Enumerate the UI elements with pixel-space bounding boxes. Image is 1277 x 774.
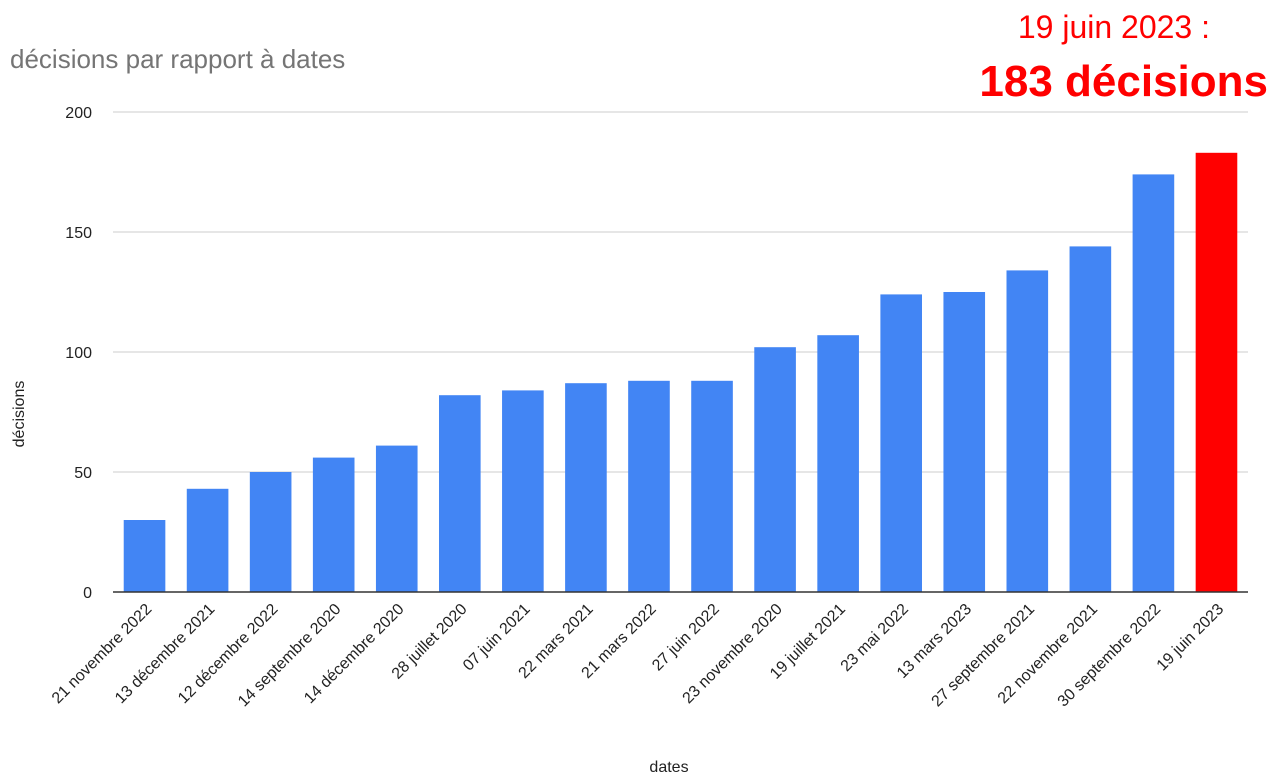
bar — [123, 520, 166, 592]
bar — [880, 294, 923, 592]
bar — [565, 383, 607, 592]
bar — [502, 390, 544, 592]
bar — [691, 380, 733, 592]
y-tick-label: 100 — [65, 345, 92, 362]
bar — [943, 292, 986, 592]
x-tick-label: 27 septembre 2021 — [929, 601, 1039, 711]
bar — [1132, 174, 1175, 592]
x-axis-label: dates — [649, 759, 688, 774]
bar — [817, 335, 859, 592]
bar — [628, 380, 670, 592]
bar — [1006, 270, 1049, 592]
bar — [1069, 246, 1112, 592]
chart-title: décisions par rapport à dates — [10, 44, 345, 74]
annotation-value: 183 décisions — [979, 57, 1268, 106]
y-axis-ticks: 0 50 100 150 200 — [65, 105, 92, 602]
x-tick-label: 19 juin 2023 — [1154, 601, 1228, 675]
bar — [186, 488, 229, 592]
bar-highlight — [1195, 152, 1238, 593]
bar — [438, 395, 481, 592]
x-tick-label: 30 septembre 2022 — [1055, 601, 1165, 711]
bar — [754, 347, 796, 592]
y-tick-label: 50 — [74, 465, 92, 482]
bar — [375, 445, 418, 592]
y-tick-label: 150 — [65, 225, 92, 242]
x-tick-label: 14 septembre 2020 — [235, 601, 345, 711]
bar — [312, 457, 355, 592]
gridlines — [113, 111, 1248, 473]
y-axis-label: décisions — [11, 381, 28, 448]
bars — [123, 152, 1238, 593]
y-tick-label: 200 — [65, 105, 92, 122]
annotation-date: 19 juin 2023 : — [1018, 9, 1210, 45]
bar — [249, 472, 292, 592]
y-tick-label: 0 — [83, 585, 92, 602]
